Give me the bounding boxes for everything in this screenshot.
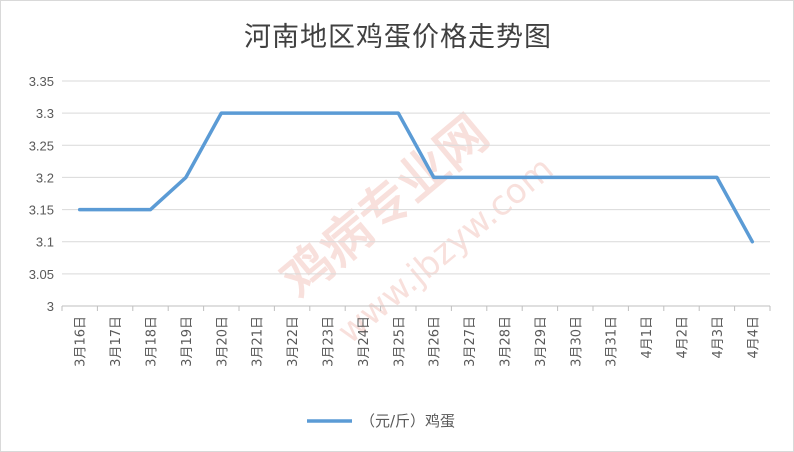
x-tick-label: 4月4日 (746, 316, 761, 359)
x-tick-label: 3月31日 (605, 316, 620, 367)
x-tick-label: 3月30日 (569, 316, 584, 367)
x-tick-label: 3月20日 (215, 316, 230, 367)
x-tick-label: 3月25日 (392, 316, 407, 367)
x-tick-label: 3月18日 (145, 316, 160, 367)
x-tick-label: 3月19日 (180, 316, 195, 367)
x-tick-label: 3月28日 (499, 316, 514, 367)
series-line (77, 111, 755, 244)
y-tick-label: 3.15 (29, 203, 54, 218)
y-tick-label: 3.35 (29, 74, 54, 89)
y-axis: 3 3.05 3.1 3.15 3.2 3.25 3.3 3.35 (29, 74, 54, 314)
x-tick-label: 3月21日 (251, 316, 266, 367)
x-tick-label: 3月16日 (74, 316, 89, 367)
x-tick-label: 3月29日 (534, 316, 549, 367)
x-tick-label: 4月1日 (640, 316, 655, 359)
y-tick-label: 3.3 (36, 106, 54, 121)
x-tick-label: 3月26日 (428, 316, 443, 367)
series-group (77, 111, 755, 244)
chart-title: 河南地区鸡蛋价格走势图 (244, 22, 552, 53)
x-tick-label: 3月24日 (357, 316, 372, 367)
x-tick-label: 3月17日 (109, 316, 124, 367)
y-tick-label: 3 (47, 299, 54, 314)
y-tick-label: 3.05 (29, 267, 54, 282)
x-tick-label: 4月2日 (676, 316, 691, 359)
y-tick-label: 3.1 (36, 235, 54, 250)
legend-label: （元/斤）鸡蛋 (360, 412, 455, 430)
y-tick-label: 3.2 (36, 170, 54, 185)
legend[interactable]: （元/斤）鸡蛋 (307, 412, 455, 430)
x-tick-label: 3月27日 (463, 316, 478, 367)
x-axis: 3月16日 3月17日 3月18日 3月19日 3月20日 3月21日 3月22日 3月23日… (61, 305, 771, 367)
y-tick-label: 3.25 (29, 138, 54, 153)
x-tick-label: 3月22日 (286, 316, 301, 367)
x-tick-label: 3月23日 (322, 316, 337, 367)
x-tick-label: 4月3日 (711, 316, 726, 359)
